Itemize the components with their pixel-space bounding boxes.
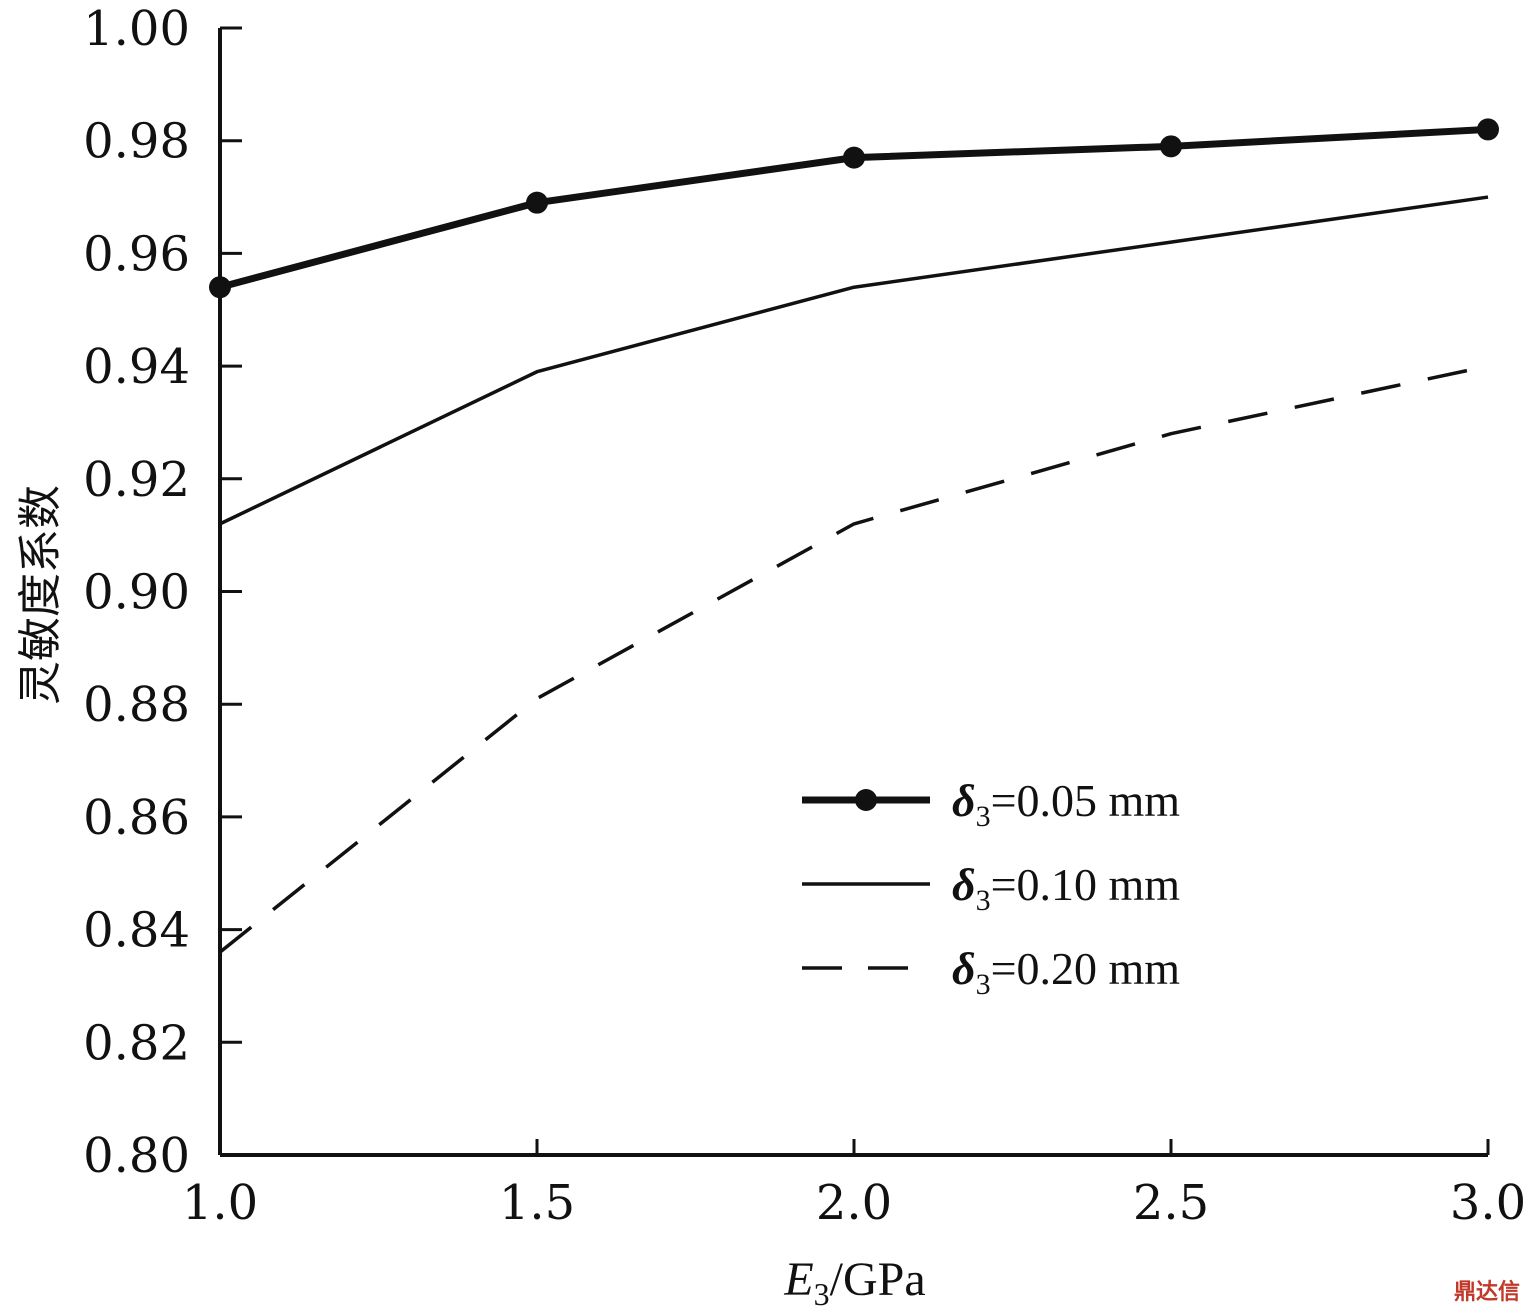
legend-marker bbox=[855, 789, 877, 811]
y-tick-label: 0.86 bbox=[83, 790, 190, 846]
y-tick-label: 0.96 bbox=[83, 226, 190, 282]
data-point bbox=[1477, 118, 1499, 141]
x-axis-label-subscript: 3 bbox=[814, 1276, 830, 1312]
x-tick-label: 1.5 bbox=[499, 1175, 575, 1231]
x-tick-label: 1.0 bbox=[182, 1175, 258, 1231]
y-tick-label: 0.98 bbox=[83, 114, 190, 170]
y-tick-label: 0.90 bbox=[83, 565, 190, 621]
y-tick-label: 0.92 bbox=[83, 452, 190, 508]
data-point bbox=[209, 276, 231, 299]
y-axis-label: 灵敏度系数 bbox=[15, 485, 66, 705]
x-axis-label-unit: /GPa bbox=[830, 1253, 926, 1306]
y-tick-label: 0.94 bbox=[83, 339, 190, 395]
series-line-3 bbox=[218, 364, 1489, 954]
y-tick-label: 0.88 bbox=[83, 677, 190, 733]
y-tick-label: 0.84 bbox=[83, 903, 190, 959]
axes bbox=[218, 28, 1488, 1157]
x-tick-label: 2.5 bbox=[1133, 1175, 1209, 1231]
watermark-logo: 鼎达信 bbox=[1453, 1280, 1520, 1305]
y-tick-label: 0.80 bbox=[83, 1128, 190, 1184]
series-line-2 bbox=[219, 195, 1489, 526]
legend: δ3=0.05 mm δ3=0.10 mm δ3=0.20 mm bbox=[802, 775, 1180, 1001]
x-axis-label-symbol: E bbox=[783, 1253, 813, 1306]
x-tick-label: 3.0 bbox=[1450, 1175, 1526, 1231]
y-tick-label: 1.00 bbox=[83, 1, 190, 57]
y-tick-label: 0.82 bbox=[83, 1015, 190, 1071]
legend-label-3: δ3=0.20 mm bbox=[952, 943, 1180, 1001]
x-tick-label: 2.0 bbox=[816, 1175, 892, 1231]
data-point bbox=[1160, 135, 1182, 158]
x-ticks: 1.0 1.5 2.0 2.5 3.0 bbox=[182, 1139, 1526, 1231]
data-point bbox=[526, 191, 548, 214]
y-ticks: 0.80 0.82 0.84 0.86 0.88 0.90 0.92 0.94 0.96 0.98… bbox=[83, 1, 242, 1184]
series-lines bbox=[209, 118, 1499, 954]
data-point bbox=[843, 146, 865, 169]
legend-label-2: δ3=0.10 mm bbox=[952, 859, 1180, 917]
x-axis-label: E3/GPa bbox=[783, 1253, 925, 1312]
legend-label-1: δ3=0.05 mm bbox=[952, 775, 1180, 833]
